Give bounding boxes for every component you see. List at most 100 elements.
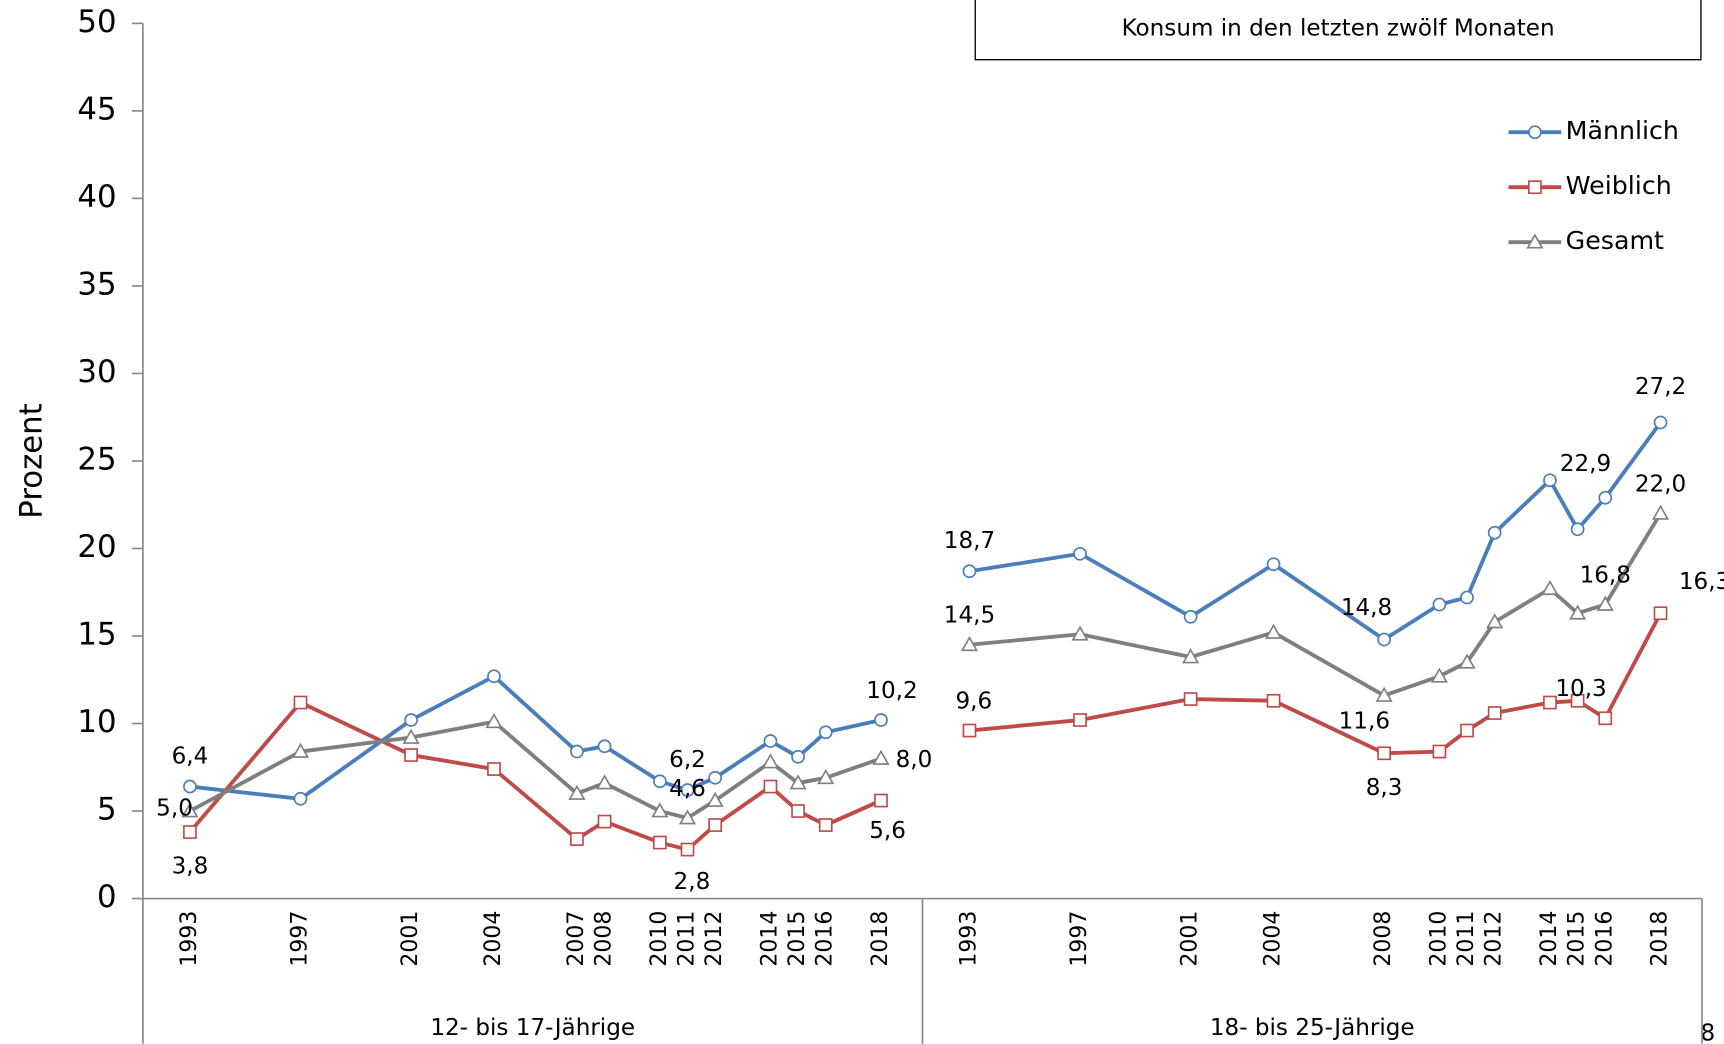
marker: [708, 818, 723, 832]
marker: [1570, 522, 1585, 537]
data-label: 6,2: [669, 747, 706, 773]
marker: [1073, 546, 1087, 561]
marker: [1432, 597, 1447, 612]
marker: [183, 825, 197, 839]
x-tick-label: 2016: [1592, 911, 1617, 967]
data-label: 2,8: [674, 869, 711, 895]
marker: [1653, 606, 1668, 621]
marker: [568, 784, 586, 800]
marker: [763, 779, 778, 794]
marker: [817, 768, 835, 785]
data-label: 9,6: [956, 688, 993, 714]
x-tick-label: 2014: [757, 911, 782, 967]
marker: [487, 669, 501, 684]
marker: [1651, 504, 1670, 520]
marker: [1377, 632, 1391, 647]
marker: [1528, 125, 1542, 140]
marker: [763, 734, 778, 748]
x-tick-label: 1997: [1067, 911, 1092, 967]
x-tick-label: 1997: [287, 911, 312, 967]
marker: [596, 774, 614, 790]
title-box: [974, 0, 1702, 61]
data-label: 16,8: [1580, 562, 1631, 588]
marker: [1598, 490, 1613, 505]
marker: [789, 774, 807, 790]
y-tick-label: 45: [77, 91, 116, 127]
series-line: [969, 512, 1663, 698]
marker: [570, 832, 584, 846]
marker: [1432, 744, 1447, 759]
data-label: 22,9: [1560, 451, 1611, 477]
data-label: 5,6: [869, 818, 906, 844]
x-tick-label: 2010: [647, 911, 672, 967]
marker: [1460, 723, 1474, 738]
y-tick-label: 50: [77, 4, 116, 40]
marker: [402, 728, 420, 744]
marker: [960, 635, 979, 652]
data-label: 18,7: [944, 528, 995, 554]
marker: [1460, 590, 1474, 605]
marker: [1486, 613, 1504, 629]
marker: [1377, 746, 1391, 761]
y-axis-label: Prozent: [13, 403, 49, 518]
y-tick-label: 35: [77, 266, 116, 302]
marker: [1596, 595, 1614, 611]
marker: [1543, 695, 1557, 710]
marker: [1541, 579, 1559, 596]
x-tick-label: 2012: [702, 911, 727, 967]
marker: [706, 791, 724, 807]
data-label: 4,6: [669, 776, 706, 802]
legend-label: Gesamt: [1566, 226, 1664, 255]
marker: [1183, 692, 1198, 706]
data-label: 8,0: [896, 747, 933, 773]
marker: [404, 748, 418, 762]
marker: [597, 739, 612, 754]
y-tick-label: 5: [97, 792, 117, 828]
marker: [181, 802, 199, 818]
legend-label: Männlich: [1566, 116, 1679, 145]
marker: [761, 753, 779, 769]
data-label: 16,3: [1679, 569, 1724, 595]
x-tick-label: 2001: [1178, 911, 1203, 967]
x-tick-label: 2016: [813, 911, 838, 967]
marker: [487, 762, 501, 776]
x-tick-label: 2004: [481, 911, 506, 967]
marker: [1266, 693, 1281, 708]
marker: [652, 774, 667, 789]
marker: [1526, 233, 1544, 249]
marker: [962, 564, 977, 579]
marker: [485, 712, 503, 729]
data-label: 5,0: [156, 795, 193, 821]
y-tick-label: 20: [77, 529, 116, 565]
marker: [651, 802, 669, 818]
marker: [1528, 180, 1542, 195]
marker: [1183, 609, 1198, 624]
x-tick-label: 2015: [785, 911, 810, 967]
y-tick-label: 40: [77, 179, 116, 215]
marker: [570, 744, 584, 759]
marker: [1543, 473, 1557, 488]
marker: [874, 713, 888, 727]
marker: [818, 818, 833, 832]
legend-label: Weiblich: [1566, 171, 1672, 200]
marker: [872, 749, 890, 765]
y-tick-label: 25: [77, 441, 116, 477]
marker: [874, 793, 888, 808]
data-label: 11,6: [1339, 708, 1390, 734]
marker: [818, 725, 833, 740]
x-tick-label: 2008: [592, 911, 617, 967]
marker: [1375, 686, 1393, 702]
x-tick-label: 2010: [1426, 911, 1451, 967]
data-label: 14,5: [944, 603, 995, 629]
marker: [652, 835, 667, 850]
marker: [291, 742, 310, 758]
y-tick-label: 15: [77, 617, 116, 653]
x-tick-label: 2001: [398, 911, 423, 967]
marker: [1487, 525, 1502, 540]
marker: [708, 770, 723, 785]
data-label: 27,2: [1635, 374, 1686, 400]
data-label: 10,2: [866, 678, 917, 704]
marker: [1458, 653, 1476, 669]
group-label: 12- bis 17-Jährige: [430, 1015, 635, 1041]
marker: [1487, 706, 1502, 720]
